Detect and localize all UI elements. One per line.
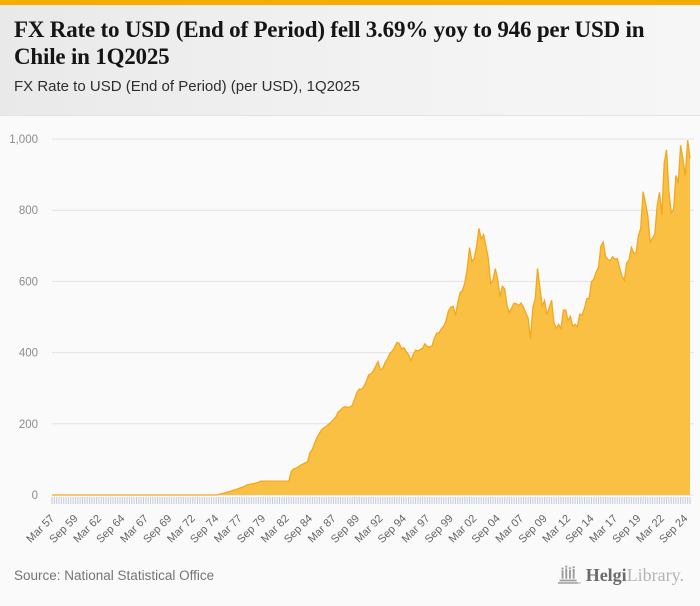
page-subtitle: FX Rate to USD (End of Period) (per USD)… <box>14 78 360 96</box>
chart-header: FX Rate to USD (End of Period) fell 3.69… <box>0 5 700 116</box>
source-text: Source: National Statistical Office <box>14 567 215 583</box>
y-axis-labels: 0 200 400 600 800 1,000 <box>9 134 38 502</box>
svg-text:1,000: 1,000 <box>9 134 38 146</box>
svg-text:200: 200 <box>19 419 38 431</box>
footer: Source: National Statistical Office Helg… <box>0 550 700 606</box>
logo-text-primary: Helgi <box>585 564 627 585</box>
svg-text:800: 800 <box>19 205 38 217</box>
series-line <box>52 140 691 496</box>
page-title: FX Rate to USD (End of Period) fell 3.69… <box>14 17 645 70</box>
logo-text-secondary: Library. <box>626 564 684 585</box>
svg-text:600: 600 <box>19 276 38 288</box>
helgi-library-logo[interactable]: HelgiLibrary. <box>557 564 684 586</box>
area-series <box>52 140 690 495</box>
logo-wordmark: HelgiLibrary. <box>586 565 684 586</box>
x-axis-ticks <box>51 497 691 504</box>
chart-area: 0 200 400 600 800 1,000 Mar 57 Sep 59 Mar 62 Sep … <box>0 116 700 550</box>
top-accent-bar <box>0 0 700 5</box>
svg-text:0: 0 <box>32 490 38 502</box>
svg-text:400: 400 <box>19 348 38 360</box>
helgi-logo-icon <box>557 565 581 584</box>
